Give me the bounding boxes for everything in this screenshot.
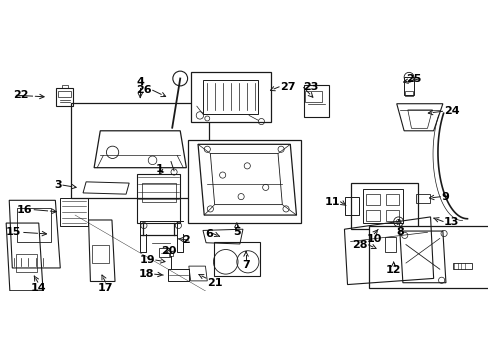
Bar	[365, 194, 379, 205]
Bar	[61, 85, 67, 88]
Text: 9: 9	[441, 192, 448, 202]
Bar	[405, 91, 412, 96]
Text: 3: 3	[54, 180, 61, 190]
Bar	[362, 189, 402, 223]
Text: 2: 2	[182, 235, 189, 245]
Text: 17: 17	[98, 283, 113, 293]
Text: 20: 20	[161, 246, 176, 256]
Text: 19: 19	[139, 255, 155, 265]
Bar	[92, 244, 109, 263]
Text: 5: 5	[232, 227, 240, 237]
Bar	[187, 140, 301, 223]
Text: 7: 7	[242, 260, 249, 270]
Bar	[385, 194, 398, 205]
Bar	[404, 77, 413, 95]
Text: 11: 11	[324, 197, 340, 207]
Bar	[167, 269, 189, 282]
Text: 8: 8	[395, 227, 403, 237]
Text: 21: 21	[206, 278, 222, 288]
Bar	[304, 85, 328, 117]
Text: 27: 27	[279, 81, 295, 91]
Bar	[142, 183, 175, 202]
Bar	[452, 263, 471, 269]
Bar	[345, 197, 358, 215]
Text: 1: 1	[155, 164, 163, 174]
Text: 18: 18	[138, 269, 153, 279]
Bar	[71, 103, 209, 198]
Text: 16: 16	[16, 204, 32, 215]
Bar	[137, 174, 180, 223]
Bar	[168, 253, 173, 256]
Bar	[16, 255, 37, 272]
Bar	[203, 80, 258, 114]
Bar	[56, 88, 73, 105]
Text: 25: 25	[405, 73, 421, 84]
Text: 10: 10	[366, 234, 381, 244]
Text: 26: 26	[135, 85, 151, 95]
Text: 13: 13	[443, 217, 459, 227]
Bar	[58, 91, 71, 97]
Bar	[385, 210, 398, 221]
Bar	[350, 183, 417, 229]
Text: 23: 23	[302, 81, 317, 91]
Bar	[17, 208, 51, 242]
Text: 12: 12	[385, 265, 401, 275]
Text: 24: 24	[443, 106, 459, 116]
Text: 4: 4	[136, 77, 144, 86]
Bar	[159, 248, 170, 257]
Bar	[368, 226, 488, 288]
Text: 15: 15	[6, 227, 21, 237]
Bar	[60, 198, 87, 226]
Bar	[365, 210, 379, 221]
Bar	[190, 72, 270, 122]
Bar	[384, 237, 395, 252]
Bar	[305, 91, 322, 102]
Bar	[213, 242, 259, 276]
Text: 28: 28	[352, 240, 367, 249]
Bar	[416, 194, 429, 203]
Text: 22: 22	[14, 90, 29, 100]
Text: 14: 14	[30, 283, 46, 293]
Text: 6: 6	[204, 229, 212, 239]
